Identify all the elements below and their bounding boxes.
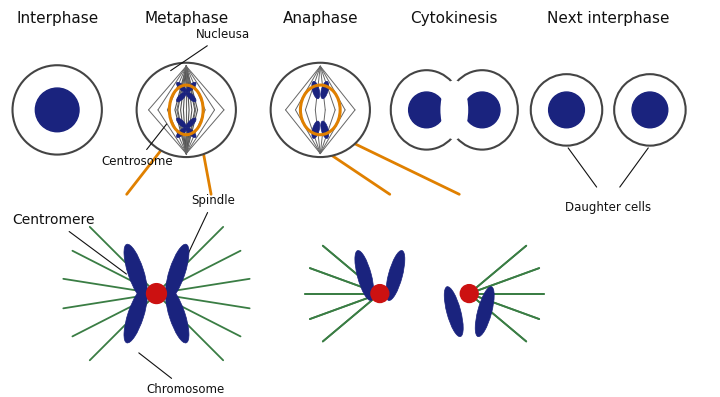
Ellipse shape [186, 128, 196, 138]
Ellipse shape [176, 128, 186, 138]
Text: Interphase: Interphase [16, 11, 99, 26]
Text: Chromosome: Chromosome [139, 353, 225, 396]
Ellipse shape [176, 118, 186, 128]
Ellipse shape [186, 118, 196, 128]
Ellipse shape [632, 92, 667, 128]
Text: Metaphase: Metaphase [144, 11, 228, 26]
Ellipse shape [12, 65, 102, 154]
Ellipse shape [176, 82, 186, 92]
Ellipse shape [531, 74, 602, 146]
Text: Anaphase: Anaphase [282, 11, 358, 26]
Ellipse shape [386, 251, 405, 301]
Circle shape [460, 285, 478, 303]
Ellipse shape [444, 287, 463, 337]
Text: Centrosome: Centrosome [102, 124, 174, 168]
Ellipse shape [409, 92, 444, 128]
Ellipse shape [186, 92, 196, 102]
Ellipse shape [321, 121, 329, 139]
Text: Spindle: Spindle [186, 194, 235, 259]
Ellipse shape [475, 287, 494, 337]
Text: Daughter cells: Daughter cells [565, 201, 652, 214]
Ellipse shape [186, 82, 196, 92]
Ellipse shape [166, 288, 189, 343]
Ellipse shape [355, 251, 374, 301]
Ellipse shape [446, 70, 518, 150]
Text: Nucleusa: Nucleusa [171, 29, 251, 71]
Ellipse shape [176, 92, 186, 102]
Ellipse shape [312, 81, 320, 99]
Circle shape [147, 283, 166, 303]
Ellipse shape [124, 288, 148, 343]
Ellipse shape [391, 70, 462, 150]
Ellipse shape [137, 63, 236, 157]
Ellipse shape [35, 88, 79, 132]
Ellipse shape [549, 92, 585, 128]
Ellipse shape [166, 244, 189, 299]
Text: Next interphase: Next interphase [547, 11, 670, 26]
Ellipse shape [124, 244, 148, 299]
Ellipse shape [441, 80, 468, 140]
Circle shape [371, 285, 389, 303]
Text: Centromere: Centromere [12, 213, 127, 274]
Ellipse shape [321, 81, 329, 99]
Ellipse shape [614, 74, 685, 146]
Ellipse shape [312, 121, 320, 139]
Text: Cytokinesis: Cytokinesis [410, 11, 498, 26]
Ellipse shape [271, 63, 370, 157]
Ellipse shape [464, 92, 500, 128]
